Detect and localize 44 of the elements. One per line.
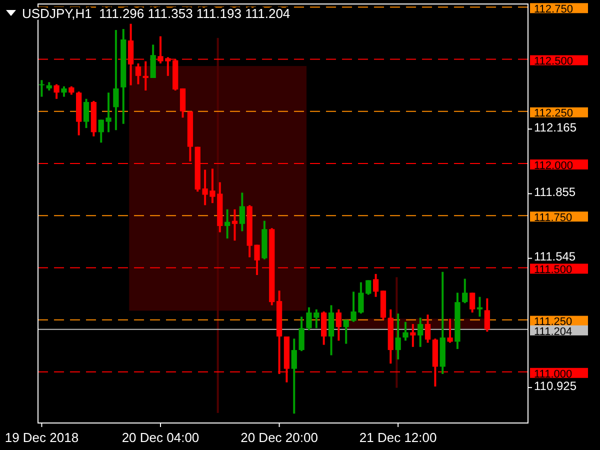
ref-line-label: 111.000: [534, 368, 572, 380]
candlestick: [61, 85, 67, 98]
ref-line-label: 111.500: [534, 264, 572, 276]
candlestick: [38, 79, 45, 98]
candlestick: [336, 308, 342, 342]
candlestick: [484, 297, 490, 333]
candlestick: [142, 60, 148, 92]
candlestick: [135, 62, 142, 86]
ref-line-label: 112.500: [534, 56, 573, 68]
y-tick-label: 112.165: [534, 120, 577, 134]
candlestick: [54, 83, 60, 100]
candlestick: [224, 208, 230, 240]
candlestick: [113, 29, 119, 132]
x-tick-label: 21 Dec 12:00: [359, 430, 437, 445]
ref-line-label: 112.250: [534, 108, 573, 120]
ref-line-label: 112.750: [534, 3, 573, 16]
candlestick: [372, 272, 379, 298]
candlestick: [239, 192, 245, 232]
candlestick: [424, 314, 431, 344]
candlestick: [180, 87, 186, 119]
candlestick: [83, 98, 90, 130]
x-tick-label: 19 Dec 2018: [4, 430, 79, 445]
candlestick: [447, 318, 453, 344]
candlestick: [476, 296, 483, 318]
candlestick: [402, 320, 408, 342]
ref-line-label: 111.750: [534, 212, 572, 224]
candlestick: [232, 208, 238, 242]
ref-line-label: 112.000: [534, 160, 573, 172]
x-tick-label: 20 Dec 04:00: [122, 430, 200, 445]
candlestick: [410, 322, 416, 348]
candlestick: [150, 44, 156, 79]
ref-line-label: 111.204: [534, 326, 572, 338]
y-tick-label: 111.855: [534, 184, 576, 199]
candlestick: [462, 278, 468, 304]
candlestick: [321, 310, 327, 346]
y-tick-label: 111.545: [534, 250, 576, 264]
y-tick-label: 110.925: [534, 378, 577, 393]
candlestick: [298, 316, 304, 352]
candlestick: [469, 292, 476, 314]
x-tick-label: 20 Dec 20:00: [240, 430, 318, 445]
candlestick: [418, 316, 424, 348]
candlestick: [328, 304, 334, 356]
candlestick: [291, 338, 297, 415]
ref-line-label: 111.250: [534, 316, 572, 328]
